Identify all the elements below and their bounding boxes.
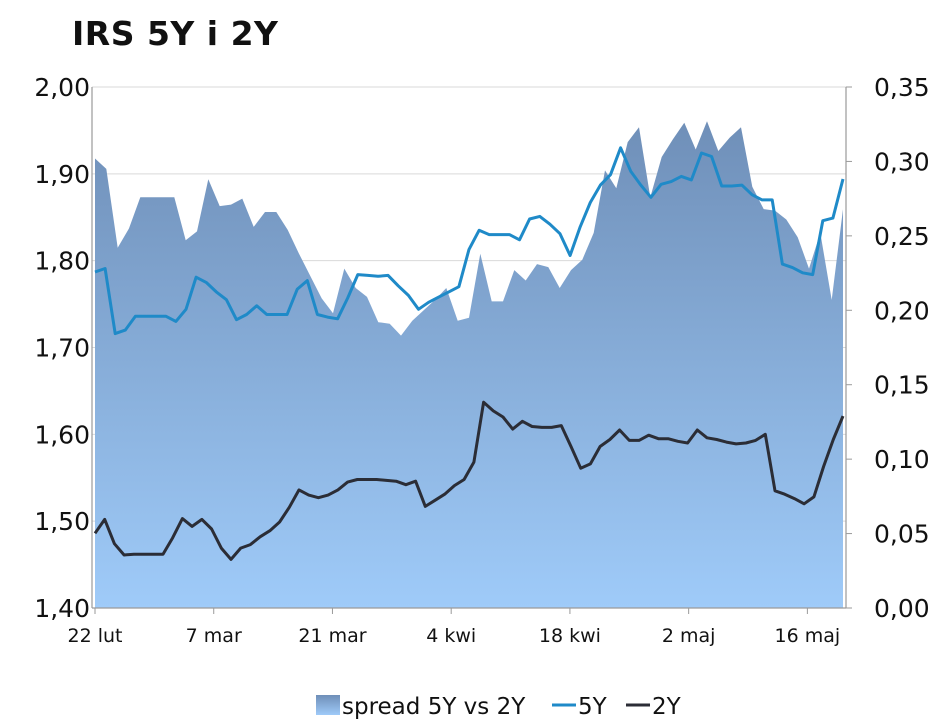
tick-labels: 1,40 1,50 1,60 1,70 1,80 1,90 2,00 0,00 0,05 0,10… (34, 73, 929, 647)
x-axis-tick-label: 16 maj (775, 625, 841, 647)
x-axis-tick-label: 4 kwi (426, 625, 476, 647)
right-axis-tick-label: 0,20 (874, 296, 930, 325)
x-axis-tick-label: 7 mar (186, 625, 242, 647)
axes (91, 86, 852, 614)
spread-area (95, 121, 843, 608)
right-axis-tick-label: 0,05 (874, 520, 930, 549)
right-axis-tick-label: 0,25 (874, 222, 930, 251)
legend-swatch-spread (316, 695, 340, 715)
legend: spread 5Y vs 2Y 5Y 2Y (316, 694, 682, 720)
line-layer (93, 146, 845, 561)
right-axis-tick-label: 0,15 (874, 371, 930, 400)
chart-title: IRS 5Y i 2Y (72, 14, 279, 53)
right-axis-tick-label: 0,10 (874, 445, 930, 474)
legend-label-spread: spread 5Y vs 2Y (342, 694, 526, 720)
left-axis-tick-label: 1,50 (34, 507, 90, 536)
right-axis-tick-label: 0,35 (874, 73, 930, 102)
legend-label-5y: 5Y (578, 694, 608, 720)
left-axis-tick-label: 1,90 (34, 160, 90, 189)
left-axis-tick-label: 1,40 (34, 594, 90, 623)
right-axis-tick-label: 0,00 (874, 594, 930, 623)
x-axis-tick-label: 2 maj (662, 625, 716, 647)
left-axis-tick-label: 1,60 (34, 420, 90, 449)
left-axis-tick-label: 1,70 (34, 334, 90, 363)
left-axis-tick-label: 1,80 (34, 247, 90, 276)
series-line-2y (93, 400, 845, 561)
right-axis-tick-label: 0,30 (874, 147, 930, 176)
x-axis-tick-label: 22 lut (68, 625, 123, 647)
x-axis-tick-label: 21 mar (298, 625, 366, 647)
spread-area-layer (95, 121, 843, 608)
left-axis-tick-label: 2,00 (34, 73, 90, 102)
x-axis-tick-label: 18 kwi (539, 625, 601, 647)
series-line-5y (94, 146, 845, 336)
legend-label-2y: 2Y (652, 694, 682, 720)
